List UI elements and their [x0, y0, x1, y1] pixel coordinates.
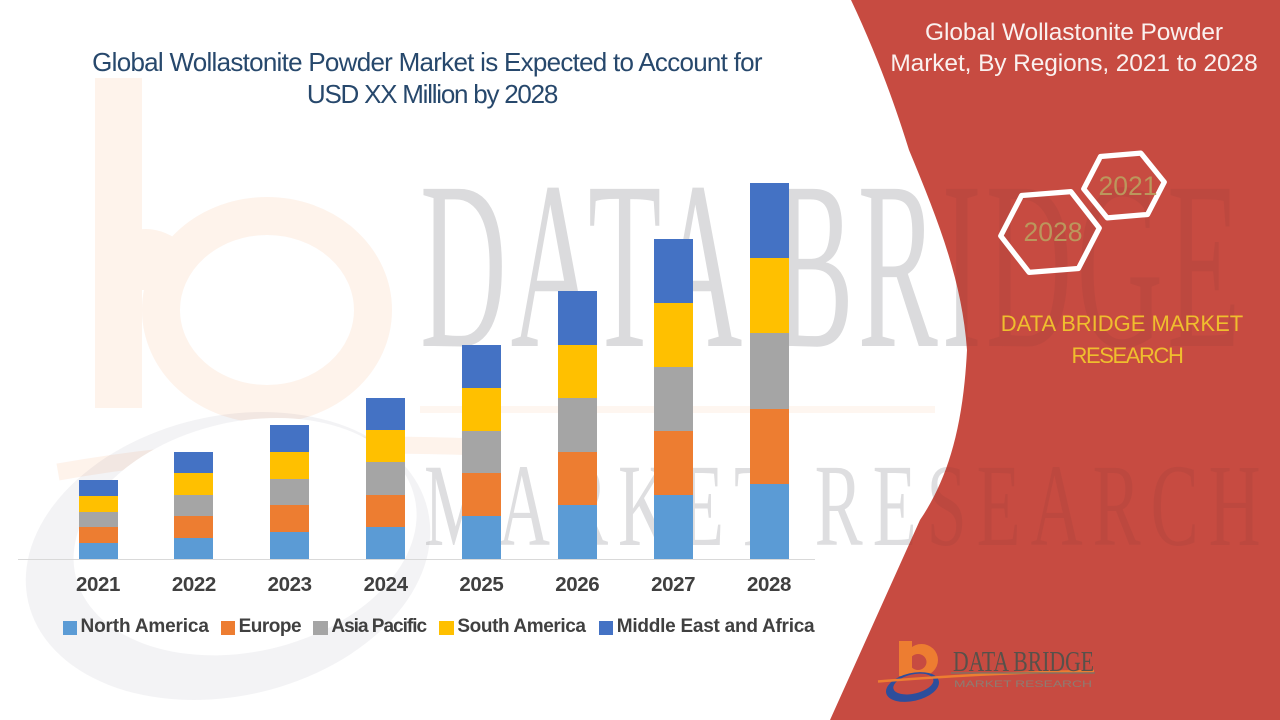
svg-text:MARKET RESEARCH: MARKET RESEARCH	[954, 679, 1092, 689]
svg-text:DATA BRIDGE: DATA BRIDGE	[953, 647, 1094, 678]
svg-text:2021: 2021	[1099, 171, 1158, 201]
svg-text:2028: 2028	[1024, 217, 1083, 247]
svg-text:DATA BRIDGE: DATA BRIDGE	[420, 133, 1244, 399]
